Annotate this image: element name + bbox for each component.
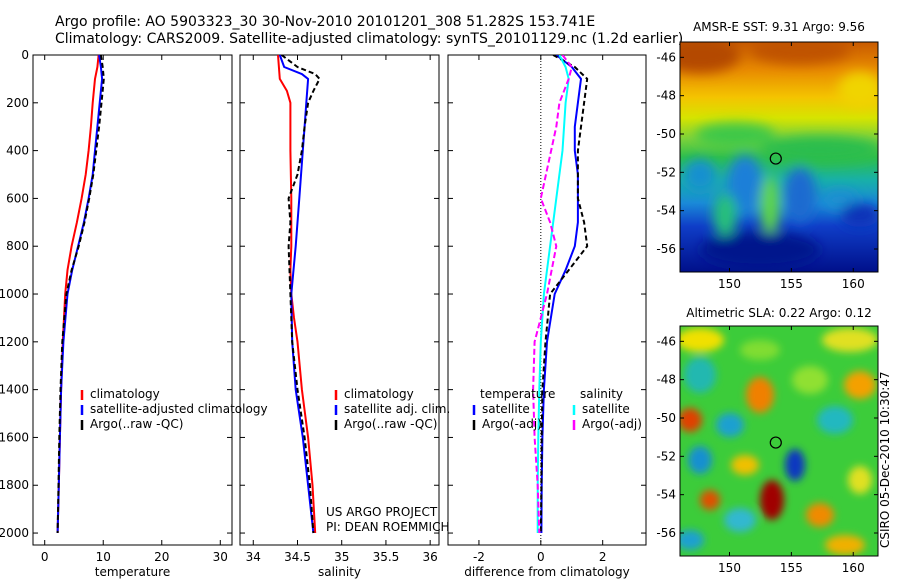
series-line bbox=[532, 55, 573, 534]
legend-entry: satellite bbox=[582, 402, 630, 416]
legend-entry: climatology bbox=[90, 387, 160, 401]
temperature-x-axis-label: temperature bbox=[95, 565, 170, 579]
legend-entry: Argo(..raw -QC) bbox=[90, 417, 183, 431]
y-tick-label: -52 bbox=[656, 165, 676, 179]
y-tick-label: 1600 bbox=[0, 430, 29, 444]
x-tick-label: -2 bbox=[473, 550, 485, 564]
y-tick-label: -46 bbox=[656, 334, 676, 348]
x-tick-label: 34.5 bbox=[284, 550, 311, 564]
series-line bbox=[56, 55, 100, 534]
x-tick-label: 160 bbox=[842, 561, 865, 575]
x-tick-label: 155 bbox=[780, 277, 803, 291]
y-tick-label: -56 bbox=[656, 242, 676, 256]
side-timestamp: CSIRO 05-Dec-2010 10:30:47 bbox=[878, 371, 892, 548]
y-tick-label: 200 bbox=[6, 96, 29, 110]
x-tick-label: 155 bbox=[780, 561, 803, 575]
y-tick-label: 1800 bbox=[0, 478, 29, 492]
series-line bbox=[278, 55, 315, 534]
salinity-x-axis-label: salinity bbox=[318, 565, 361, 579]
x-tick-label: 150 bbox=[718, 277, 741, 291]
sla-map: Altimetric SLA: 0.22 Argo: 0.12 bbox=[656, 306, 879, 575]
sst-map-image bbox=[680, 42, 878, 272]
x-tick-label: 35 bbox=[334, 550, 349, 564]
argo-location-marker bbox=[769, 152, 782, 165]
temperature-profile-plot: 0 10 20 30 0 200 400 600 800 1000 1200 1400 1600 1800… bbox=[0, 48, 268, 579]
temperature-plot-frame bbox=[32, 54, 233, 546]
figure-title-line-2: Climatology: CARS2009. Satellite-adjuste… bbox=[55, 31, 683, 47]
x-tick-label: 34 bbox=[246, 550, 261, 564]
legend-group-heading: temperature bbox=[480, 387, 555, 401]
temperature-series-group bbox=[56, 55, 105, 534]
y-tick-label: -50 bbox=[656, 127, 676, 141]
y-tick-label: -56 bbox=[656, 526, 676, 540]
legend-entry: climatology bbox=[344, 387, 414, 401]
y-tick-label: 1400 bbox=[0, 383, 29, 397]
legend-entry: Argo(-adj) bbox=[482, 417, 542, 431]
figure-title-line-1: Argo profile: AO 5903323_30 30-Nov-2010 … bbox=[55, 14, 595, 30]
sla-map-image bbox=[680, 326, 878, 556]
x-tick-label: 0 bbox=[537, 550, 545, 564]
series-line bbox=[540, 55, 582, 534]
sst-map: AMSR-E SST: 9.31 Argo: 9.56 150 155 160 -46… bbox=[656, 20, 879, 291]
x-tick-label: 30 bbox=[213, 550, 228, 564]
y-tick-label: -54 bbox=[656, 488, 676, 502]
salinity-series-group bbox=[277, 55, 321, 534]
x-tick-label: 150 bbox=[718, 561, 741, 575]
credit-project: US ARGO PROJECT bbox=[326, 505, 438, 519]
argo-location-marker bbox=[769, 436, 782, 449]
legend-entry: Argo(..raw -QC) bbox=[344, 417, 437, 431]
y-tick-label: -46 bbox=[656, 50, 676, 64]
series-line bbox=[56, 55, 105, 534]
y-tick-label: 2000 bbox=[0, 526, 29, 540]
y-tick-label: 600 bbox=[6, 191, 29, 205]
y-tick-label: -50 bbox=[656, 411, 676, 425]
legend-entry: satellite adj. clim. bbox=[344, 402, 450, 416]
x-tick-label: 160 bbox=[842, 277, 865, 291]
legend-entry: satellite bbox=[482, 402, 530, 416]
x-tick-label: 35.5 bbox=[373, 550, 400, 564]
credit-pi: PI: DEAN ROEMMICH bbox=[326, 520, 449, 534]
sla-map-title: Altimetric SLA: 0.22 Argo: 0.12 bbox=[686, 306, 871, 320]
salinity-profile-plot: 34 34.5 35 35.5 36 salinity climatologysatelli… bbox=[239, 54, 450, 579]
x-tick-label: 10 bbox=[96, 550, 111, 564]
x-tick-label: 0 bbox=[41, 550, 49, 564]
salinity-plot-frame bbox=[239, 54, 440, 546]
difference-plot-frame bbox=[447, 54, 647, 546]
legend-group-heading: salinity bbox=[580, 387, 623, 401]
legend-entry: satellite-adjusted climatology bbox=[90, 402, 268, 416]
x-tick-label: 36 bbox=[423, 550, 438, 564]
y-tick-label: -54 bbox=[656, 204, 676, 218]
difference-series-group bbox=[532, 55, 589, 545]
y-tick-label: -48 bbox=[656, 373, 676, 387]
series-line bbox=[277, 55, 317, 534]
y-tick-label: 400 bbox=[6, 144, 29, 158]
y-tick-label: -48 bbox=[656, 89, 676, 103]
y-tick-label: 800 bbox=[6, 239, 29, 253]
difference-x-axis-label: difference from climatology bbox=[464, 565, 630, 579]
x-tick-label: 2 bbox=[599, 550, 607, 564]
legend-entry: Argo(-adj) bbox=[582, 417, 642, 431]
series-line bbox=[539, 55, 589, 534]
y-tick-label: 0 bbox=[21, 48, 29, 62]
x-tick-label: 20 bbox=[154, 550, 169, 564]
y-tick-label: 1000 bbox=[0, 287, 29, 301]
y-tick-label: -52 bbox=[656, 449, 676, 463]
series-line bbox=[280, 55, 321, 534]
sst-map-title: AMSR-E SST: 9.31 Argo: 9.56 bbox=[693, 20, 865, 34]
y-tick-label: 1200 bbox=[0, 335, 29, 349]
